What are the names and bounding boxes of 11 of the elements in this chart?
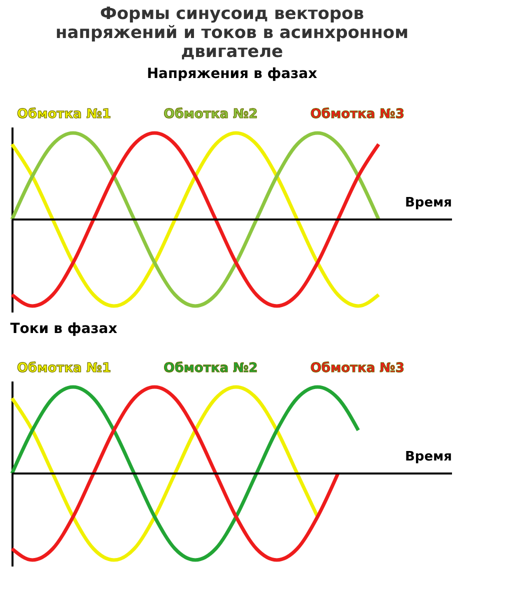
x-axis-title: Время [404,196,452,210]
text: Обмотка №3 [310,107,404,122]
chart-title: Токи в фазах [10,321,118,337]
text: Обмотка №2 [164,107,258,122]
text: Обмотка №3 [310,361,404,376]
chart-title: Формы синусоид векторов напряжений и токов в асинхронном двигателе [56,4,408,62]
text: Обмотка №2 [164,361,258,376]
series-label: Обмотка №1 [17,107,112,122]
series-label: Обмотка №1 [17,361,112,376]
chart-subtitle: Напряжения в фазах [146,66,318,82]
x-axis-title: Время [404,450,452,464]
